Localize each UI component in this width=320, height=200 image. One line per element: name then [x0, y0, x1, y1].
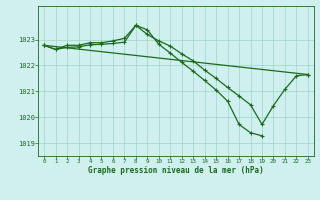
- X-axis label: Graphe pression niveau de la mer (hPa): Graphe pression niveau de la mer (hPa): [88, 166, 264, 175]
